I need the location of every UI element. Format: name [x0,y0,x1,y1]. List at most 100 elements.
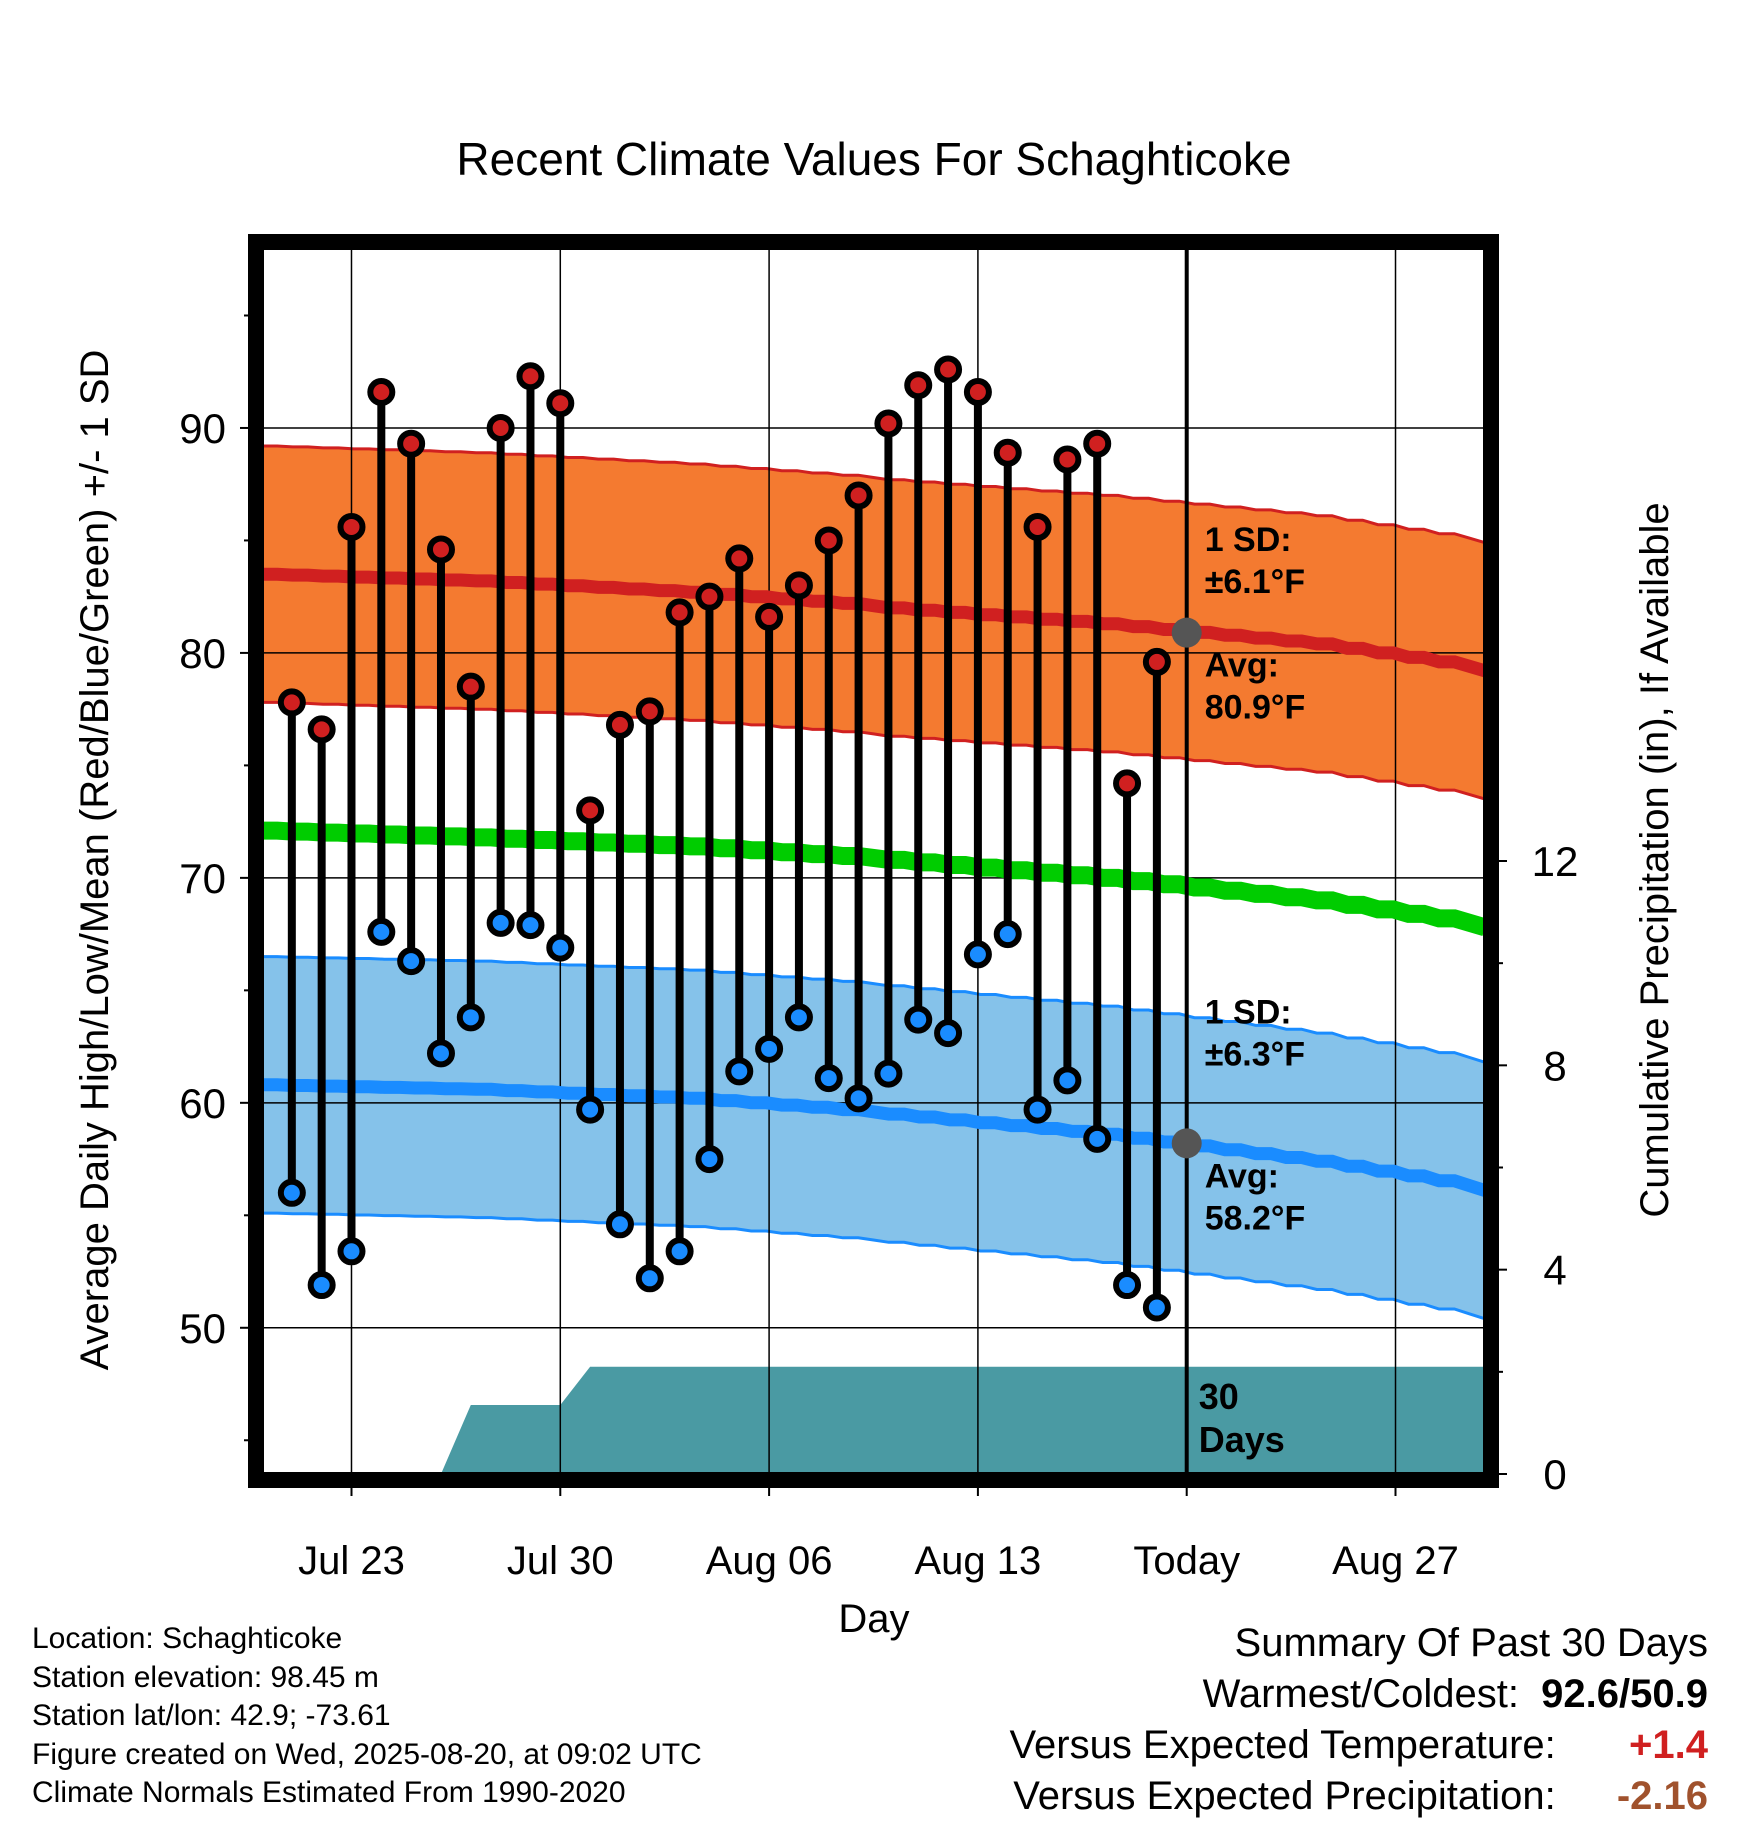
daily-high-point [1023,512,1052,541]
y2-tick-label: 4 [1543,1247,1566,1294]
precip-departure-value: -2.16 [1616,1774,1708,1818]
days-label-text: Days [1199,1419,1285,1460]
high-sd-label: 1 SD: [1205,521,1292,559]
daily-high-point [307,715,336,744]
high-sd-lower-edge [262,700,1486,801]
daily-high-point [546,389,575,418]
y-tick-label: 60 [179,1080,226,1127]
daily-low-point [635,1264,664,1293]
days-label-number: 30 [1199,1376,1239,1417]
location-name: Location: Schaghticoke [32,1622,343,1655]
daily-high-point [605,710,634,739]
x-tick-label: Aug 06 [706,1539,833,1583]
station-elevation: Station elevation: 98.45 m [32,1660,379,1694]
daily-low-point [874,1059,903,1088]
station-latlon: Station lat/lon: 42.9; -73.61 [32,1699,391,1732]
daily-high-point [277,688,306,717]
warmest-coldest-value: 92.6/50.9 [1541,1672,1708,1716]
y-tick-label: 70 [179,855,226,902]
low-sd-band [262,956,1485,1319]
daily-low-point [337,1237,366,1266]
daily-low-point [1142,1293,1171,1322]
daily-high-point [665,598,694,627]
daily-high-point [874,409,903,438]
daily-low-point [1113,1271,1142,1300]
daily-high-point [1083,429,1112,458]
daily-low-point [307,1271,336,1300]
daily-low-point [397,947,426,976]
daily-high-point [367,377,396,406]
high-sd-upper-edge [262,444,1486,545]
high-sd-band [262,446,1485,800]
normal-high-line [262,567,1487,678]
daily-high-point [1053,445,1082,474]
station-info: Location: Schaghticoke Station elevation… [32,1620,702,1813]
normal-low-line [262,1078,1487,1197]
daily-high-point [993,438,1022,467]
daily-high-point [1113,769,1142,798]
daily-low-point [814,1064,843,1093]
x-tick-label: Aug 27 [1332,1539,1459,1583]
daily-high-point [695,582,724,611]
low-avg-value: 58.2°F [1205,1199,1306,1237]
plot-area: 1 SD: ±6.1°F Avg: 80.9°F 1 SD: ±6.3°F Avg: 58.2… [179,234,1579,1583]
y-tick-label: 90 [179,405,226,452]
daily-high-point [635,697,664,726]
daily-low-point [755,1034,784,1063]
daily-low-point [844,1084,873,1113]
y-tick-label: 80 [179,630,226,677]
x-tick-label: Jul 23 [298,1539,405,1583]
high-avg-value: 80.9°F [1205,689,1306,727]
daily-low-point [1023,1095,1052,1124]
low-sd-label: 1 SD: [1205,993,1292,1031]
summary-heading: Summary Of Past 30 Days [1234,1621,1708,1665]
low-sd-value: ±6.3°F [1205,1035,1305,1073]
daily-low-point [784,1003,813,1032]
low-sd-upper-edge [262,955,1486,1064]
y2-tick-label: 8 [1543,1042,1566,1089]
daily-high-point [963,377,992,406]
daily-low-point [486,908,515,937]
y2-tick-label: 12 [1532,838,1579,885]
climate-normals-note: Climate Normals Estimated From 1990-2020 [32,1776,626,1809]
daily-high-point [814,526,843,555]
daily-high-point [456,672,485,701]
daily-low-point [993,920,1022,949]
x-tick-label: Jul 30 [507,1539,614,1583]
normal-mean-line [262,821,1488,937]
daily-low-point [904,1005,933,1034]
y-axis-label: Average Daily High/Low/Mean (Red/Blue/Gr… [73,350,117,1371]
daily-high-point [1142,647,1171,676]
temp-departure-value: +1.4 [1629,1723,1708,1767]
daily-low-point [1083,1124,1112,1153]
temp-departure-label: Versus Expected Temperature: [1009,1723,1556,1767]
plot-frame [248,234,1499,1488]
daily-high-point [486,413,515,442]
daily-low-point [963,940,992,969]
low-avg-label: Avg: [1205,1157,1279,1195]
daily-low-point [516,911,545,940]
summary-warmest-coldest: Warmest/Coldest: 92.6/50.9 [1010,1669,1708,1720]
daily-high-point [844,481,873,510]
daily-low-point [725,1057,754,1086]
high-avg-label: Avg: [1205,647,1279,685]
figure-created: Figure created on Wed, 2025-08-20, at 09… [32,1737,702,1771]
daily-low-point [695,1145,724,1174]
daily-high-point [397,429,426,458]
y2-tick-label: 0 [1543,1451,1566,1498]
chart-title: Recent Climate Values For Schaghticoke [456,133,1291,185]
daily-high-point [576,796,605,825]
daily-low-point [546,933,575,962]
daily-low-point [605,1210,634,1239]
low-sd-lower-edge [262,1211,1486,1321]
summary-panel: Summary Of Past 30 Days Warmest/Coldest:… [1010,1618,1708,1822]
avg-low-marker [1171,1128,1202,1159]
x-tick-label: Today [1133,1539,1240,1583]
daily-low-point [456,1003,485,1032]
summary-temp-departure: Versus Expected Temperature: +1.4 [1010,1720,1708,1771]
daily-low-point [277,1178,306,1207]
daily-low-point [576,1095,605,1124]
y2-axis-label: Cumulative Precipitation (in), If Availa… [1633,502,1677,1217]
daily-high-point [934,355,963,384]
